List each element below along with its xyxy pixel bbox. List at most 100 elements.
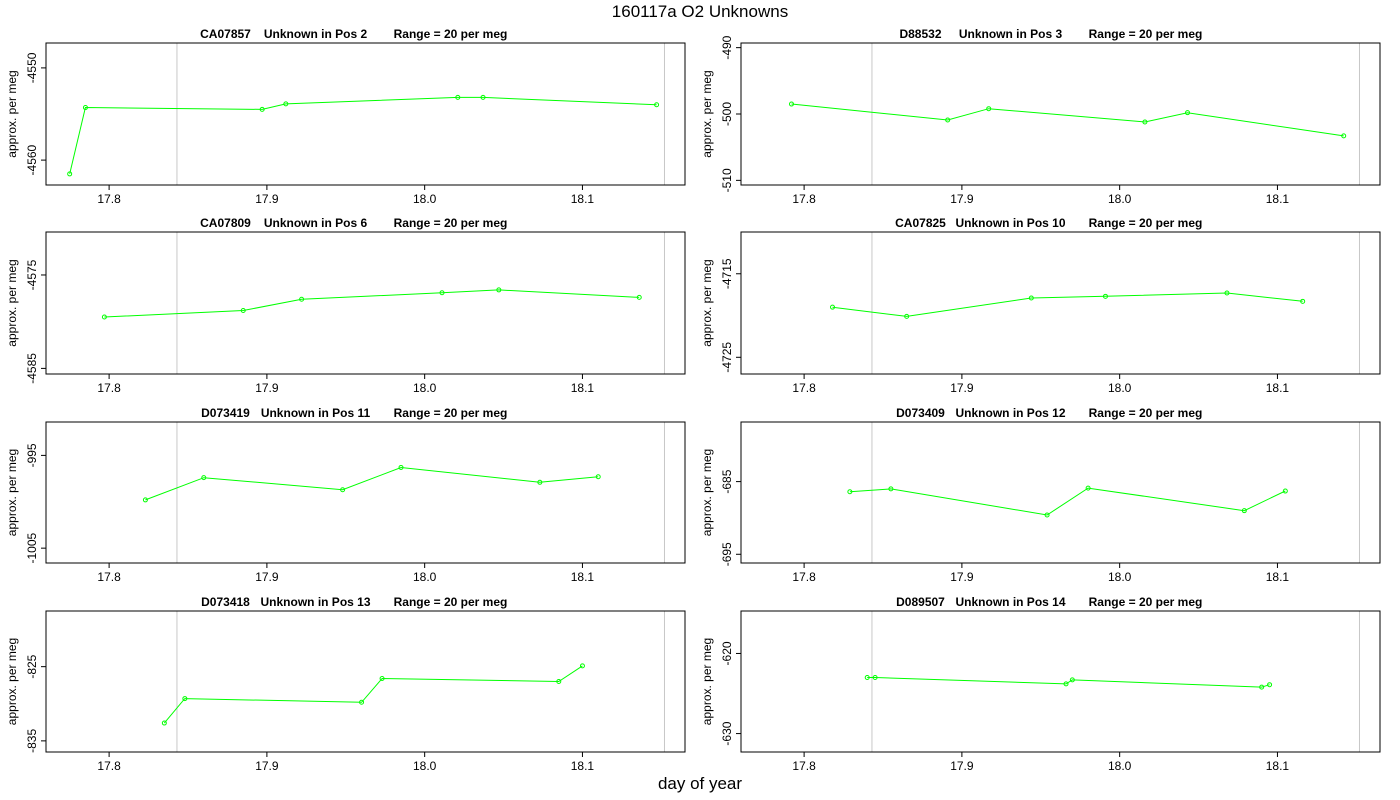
x-tick-label: 18.1 xyxy=(1266,381,1290,395)
panel-6: D073409 Unknown in Pos 12 Range = 20 per m… xyxy=(700,406,1381,584)
x-tick-label: 18.0 xyxy=(413,192,437,206)
x-tick-label: 18.0 xyxy=(1108,570,1132,584)
y-tick-label: -695 xyxy=(720,542,734,566)
data-point xyxy=(579,663,585,669)
y-axis-label: approx. per meg xyxy=(5,638,19,725)
y-tick-label: -500 xyxy=(720,102,734,126)
data-point xyxy=(67,171,73,177)
series-line xyxy=(849,487,1286,516)
data-point xyxy=(101,314,107,320)
data-point xyxy=(1085,485,1091,491)
panel-subtitle: Unknown in Pos 11 xyxy=(261,406,371,420)
panel-sample-id: CA07825 xyxy=(895,216,946,230)
x-tick-label: 18.1 xyxy=(571,570,595,584)
data-point xyxy=(161,720,167,726)
x-tick-label: 17.8 xyxy=(792,192,816,206)
figure-title: 160117a O2 Unknowns xyxy=(611,2,789,21)
data-point xyxy=(1241,508,1247,514)
data-point xyxy=(1341,133,1347,139)
x-tick-label: 17.9 xyxy=(255,759,279,773)
panel-range-label: Range = 20 per meg xyxy=(1089,406,1203,420)
plot-frame xyxy=(45,610,686,753)
data-point xyxy=(398,464,404,470)
panel-range-label: Range = 20 per meg xyxy=(1089,595,1203,609)
data-point xyxy=(1224,290,1230,296)
x-tick-label: 17.8 xyxy=(97,759,121,773)
data-point xyxy=(1267,682,1273,688)
panel-range-label: Range = 20 per meg xyxy=(394,216,508,230)
data-point xyxy=(182,696,188,702)
panel-subtitle: Unknown in Pos 10 xyxy=(955,216,1065,230)
series-line xyxy=(145,466,599,501)
panel-3: CA07809 Unknown in Pos 6 Range = 20 per me… xyxy=(5,216,686,395)
data-point xyxy=(82,105,88,111)
series-line xyxy=(832,292,1303,317)
data-point xyxy=(1259,684,1265,690)
y-tick-label: -510 xyxy=(720,168,734,192)
panel-1: CA07857 Unknown in Pos 2 Range = 20 per me… xyxy=(5,27,686,206)
plot-frame xyxy=(45,42,686,186)
panel-subtitle: Unknown in Pos 14 xyxy=(955,595,1065,609)
data-point xyxy=(556,679,562,684)
x-tick-label: 18.1 xyxy=(1266,570,1290,584)
panel-sample-id: D073419 xyxy=(201,406,250,420)
panel-subtitle: Unknown in Pos 12 xyxy=(955,406,1065,420)
panel-7: D073418 Unknown in Pos 13 Range = 20 per m… xyxy=(5,595,686,773)
x-tick-label: 18.0 xyxy=(1108,381,1132,395)
y-tick-label: -630 xyxy=(720,721,734,745)
x-tick-label: 17.9 xyxy=(255,192,279,206)
data-point xyxy=(1063,681,1069,687)
x-tick-label: 17.9 xyxy=(255,381,279,395)
data-point xyxy=(1282,488,1288,494)
x-axis-label: day of year xyxy=(657,774,743,793)
x-tick-label: 17.9 xyxy=(950,381,974,395)
data-point xyxy=(439,290,445,296)
y-tick-label: -1005 xyxy=(25,532,39,563)
data-point xyxy=(480,94,486,100)
panel-sample-id: D073418 xyxy=(201,595,250,609)
panel-subtitle: Unknown in Pos 3 xyxy=(959,27,1063,41)
x-tick-label: 18.0 xyxy=(413,759,437,773)
data-point xyxy=(340,487,346,493)
data-point xyxy=(847,489,853,495)
series-line xyxy=(104,289,640,318)
data-point xyxy=(864,674,870,680)
y-axis-label: approx. per meg xyxy=(700,449,714,536)
x-tick-label: 18.0 xyxy=(413,570,437,584)
data-point xyxy=(283,101,289,107)
data-point xyxy=(379,676,385,682)
series-line xyxy=(163,665,583,724)
panel-5: D073419 Unknown in Pos 11 Range = 20 per m… xyxy=(5,406,686,584)
data-point xyxy=(888,486,894,492)
data-point xyxy=(537,479,543,485)
x-tick-label: 18.1 xyxy=(1266,192,1290,206)
data-point xyxy=(455,94,461,100)
y-tick-label: -4560 xyxy=(25,144,39,175)
data-point xyxy=(904,313,910,319)
y-tick-label: -620 xyxy=(720,641,734,665)
y-axis-label: approx. per meg xyxy=(700,70,714,157)
data-point xyxy=(1069,677,1075,683)
x-tick-label: 18.0 xyxy=(413,381,437,395)
panel-sample-id: D073409 xyxy=(896,406,945,420)
data-point xyxy=(595,474,601,480)
panel-sample-id: CA07809 xyxy=(200,216,251,230)
y-axis-label: approx. per meg xyxy=(700,259,714,346)
y-tick-label: -825 xyxy=(25,654,39,678)
data-point xyxy=(654,102,660,108)
x-tick-label: 17.9 xyxy=(950,759,974,773)
data-point xyxy=(1028,295,1034,301)
series-line xyxy=(867,677,1270,688)
panel-range-label: Range = 20 per meg xyxy=(1089,27,1203,41)
data-point xyxy=(142,497,148,503)
data-point xyxy=(636,294,642,300)
y-axis-label: approx. per meg xyxy=(5,449,19,536)
x-tick-label: 18.1 xyxy=(1266,759,1290,773)
panel-2: D88532 Unknown in Pos 3 Range = 20 per meg… xyxy=(700,27,1381,206)
x-tick-label: 18.1 xyxy=(571,759,595,773)
y-axis-label: approx. per meg xyxy=(700,638,714,725)
y-tick-label: -4715 xyxy=(720,258,734,289)
x-tick-label: 18.1 xyxy=(571,192,595,206)
x-tick-label: 17.8 xyxy=(792,570,816,584)
